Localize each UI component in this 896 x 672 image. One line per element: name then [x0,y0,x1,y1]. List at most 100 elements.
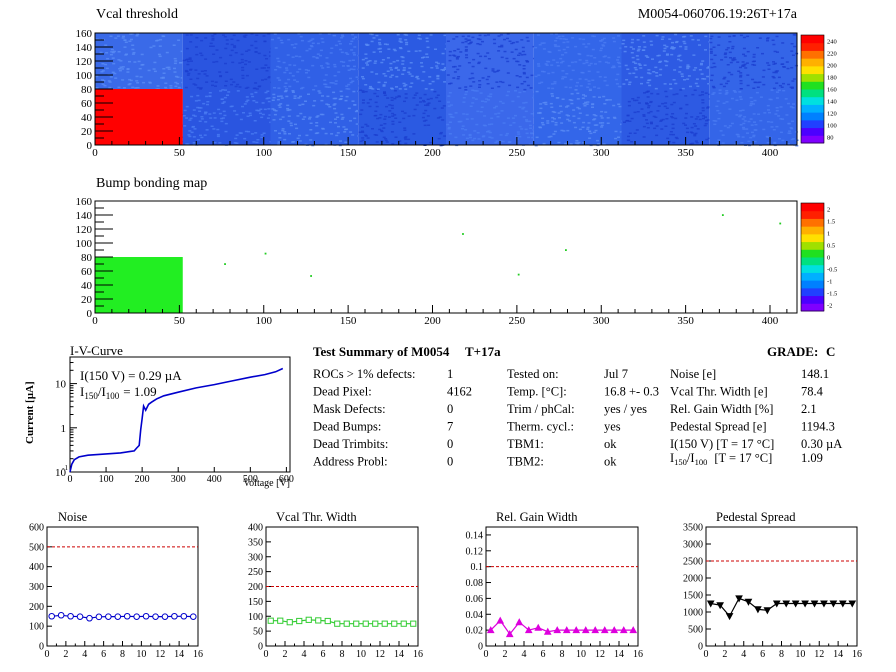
pixel-speckle [725,82,729,85]
iv-y-tick-exponent: -1 [62,464,68,472]
pixel-speckle [405,41,409,44]
pixel-speckle [351,59,355,61]
pixel-speckle [511,117,515,119]
pixel-speckle [418,50,422,52]
pixel-speckle [293,46,297,49]
pixel-speckle [184,69,188,72]
y-tick-label: 80 [81,84,93,96]
pixel-speckle [549,135,553,138]
pixel-speckle [628,72,632,75]
pixel-speckle [245,50,249,52]
pixel-speckle [314,132,318,135]
pixel-speckle [778,138,781,140]
pixel-speckle [696,39,700,41]
pixel-speckle [600,110,604,113]
palette-bin [801,127,824,136]
pixel-speckle [772,63,776,65]
pixel-speckle [578,78,582,80]
pixel-speckle [716,141,720,144]
pixel-speckle [487,123,491,126]
pixel-speckle [489,93,493,95]
pixel-speckle [744,67,748,69]
pixel-speckle [664,64,668,67]
pixel-speckle [551,110,555,113]
pixel-speckle [218,71,222,73]
pixel-speckle [123,39,127,41]
data-point [706,600,715,608]
roc-tile [621,89,710,145]
pixel-speckle [491,68,495,70]
pixel-speckle [640,108,644,110]
pixel-speckle [623,121,626,123]
pixel-speckle [453,65,457,68]
pixel-speckle [485,98,489,100]
x-tick-label: 12 [155,649,165,660]
pixel-speckle [404,136,408,138]
pixel-speckle [324,132,328,135]
data-point [171,612,178,620]
pixel-speckle [158,55,162,58]
pixel-speckle [580,71,584,74]
pixel-speckle [678,71,682,73]
pixel-speckle [547,72,551,75]
pixel-speckle [250,33,254,35]
pixel-speckle [785,114,789,116]
pixel-speckle [478,38,482,41]
pixel-speckle [654,87,658,90]
data-point [296,617,303,625]
pixel-speckle [774,71,778,74]
pixel-speckle [741,118,745,120]
pixel-speckle [355,123,359,125]
pixel-speckle [404,88,408,90]
pixel-speckle [594,129,598,132]
pixel-speckle [273,113,277,116]
pixel-speckle [217,108,221,111]
x-tick-label: 16 [633,649,643,660]
pixel-speckle [315,125,319,127]
pixel-speckle [393,114,397,116]
pixel-speckle [776,51,779,53]
pixel-speckle [188,57,192,59]
pixel-speckle [448,54,452,57]
pixel-speckle [353,117,357,120]
data-point [400,620,407,627]
palette-tick-label: -2 [827,303,832,310]
pixel-speckle [566,46,570,48]
pixel-speckle [320,99,324,102]
pixel-speckle [712,86,716,89]
pixel-speckle [492,38,496,41]
pixel-speckle [476,110,480,113]
pixel-speckle [293,95,297,97]
pixel-speckle [288,64,292,66]
pixel-speckle [500,56,504,59]
pixel-speckle [345,85,349,87]
pixel-speckle [149,46,153,49]
pixel-speckle [417,34,421,36]
pixel-speckle [728,108,732,110]
pixel-speckle [751,63,755,66]
pixel-speckle [601,39,604,41]
pixel-speckle [671,41,674,44]
pixel-speckle [446,40,450,42]
pixel-speckle [355,76,359,78]
pixel-speckle [235,113,239,116]
pixel-speckle [186,60,190,63]
pixel-speckle [307,76,311,79]
iv-xlabel: Voltage [V] [243,478,290,489]
pixel-speckle [587,70,591,73]
pixel-speckle [424,109,428,112]
pixel-speckle [197,73,201,75]
pixel-speckle [589,62,593,65]
pixel-speckle [503,38,506,41]
pixel-speckle [576,98,580,100]
pixel-speckle [464,48,468,51]
pixel-speckle [454,136,458,139]
pixel-speckle [404,93,408,95]
pixel-speckle [675,93,679,95]
pixel-speckle [404,84,408,86]
x-tick-label: 150 [340,315,357,327]
pixel-speckle [664,125,668,127]
pixel-speckle [447,128,451,130]
pixel-speckle [299,95,302,98]
pixel-speckle [558,117,561,119]
